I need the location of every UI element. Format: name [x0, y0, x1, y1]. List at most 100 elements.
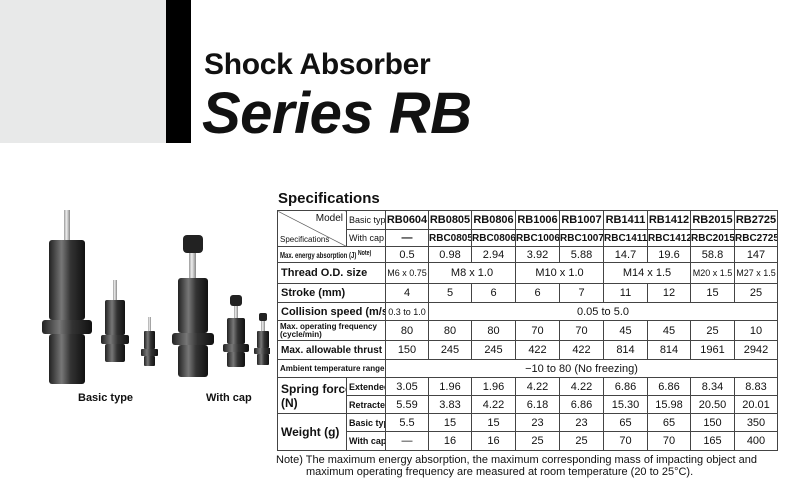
value-cell: 5.88 [559, 246, 604, 263]
table-row-cap-models: With cap — RBC0805 RBC0806 RBC1006 RBC10… [278, 229, 778, 247]
value-cell: M8 x 1.0 [428, 262, 516, 284]
value-cell: 25 [559, 431, 604, 451]
model-cell: RBC1007 [559, 229, 604, 247]
value-cell: 23 [515, 413, 560, 432]
shock-absorber-small-cap [254, 313, 270, 365]
value-cell: 0.3 to 1.0 [385, 302, 429, 321]
specifications-heading: Specifications [278, 190, 380, 207]
page-title: Series RB [202, 81, 472, 146]
model-cell: RB1412 [647, 210, 691, 230]
model-cell: RB2015 [690, 210, 735, 230]
frequency-label-line2: (cycle/min) [280, 329, 322, 339]
footnote: Note) The maximum energy absorption, the… [276, 454, 757, 478]
table-row-frequency: Max. operating frequency (cycle/min) 80 8… [277, 320, 778, 341]
model-cell: RBC1412 [647, 229, 691, 247]
model-cell: RB0805 [428, 210, 472, 230]
value-cell: 15.30 [603, 395, 648, 414]
value-cell: 150 [385, 340, 429, 360]
value-cell: — [385, 431, 429, 451]
value-cell: 23 [559, 413, 604, 432]
value-cell: 70 [515, 320, 560, 341]
value-cell: 245 [428, 340, 472, 360]
value-cell: 70 [647, 431, 691, 451]
value-cell: 4.22 [515, 377, 560, 396]
collision-label: Collision speed (m/s) [277, 302, 386, 321]
frequency-label: Max. operating frequency (cycle/min) [277, 320, 386, 341]
value-cell: 5 [428, 283, 472, 303]
model-cell: RBC2015 [690, 229, 735, 247]
table-row-thrust: Max. allowable thrust (N) 150 245 245 42… [277, 340, 778, 360]
value-cell: 1.96 [471, 377, 516, 396]
value-cell: 6.86 [603, 377, 648, 396]
weight-label: Weight (g) [277, 413, 347, 451]
basic-type-label: Basic type [346, 210, 386, 230]
note-mark: Note) [357, 249, 372, 257]
value-cell: 8.83 [734, 377, 778, 396]
value-cell: 1.96 [428, 377, 472, 396]
value-cell: 16 [471, 431, 516, 451]
spring-label: Spring force (N) [277, 377, 347, 414]
value-cell: 0.5 [385, 246, 429, 263]
model-cell: RBC1006 [515, 229, 560, 247]
value-cell: 814 [647, 340, 691, 360]
energy-label-wrap: Max. energy absorption (J) Note) [280, 250, 371, 260]
model-cell: RB1006 [515, 210, 560, 230]
value-cell: 6 [515, 283, 560, 303]
table-row-spring-retracted: Retracted 5.59 3.83 4.22 6.18 6.86 15.30… [278, 395, 778, 414]
value-cell: 19.6 [647, 246, 691, 263]
shock-absorber-medium-basic [101, 280, 129, 362]
value-cell: 245 [471, 340, 516, 360]
value-cell: 65 [603, 413, 648, 432]
value-cell: 165 [690, 431, 735, 451]
header-grey-block [0, 0, 166, 143]
value-cell: 11 [603, 283, 648, 303]
value-cell: 10 [734, 320, 778, 341]
corner-model-label: Model [315, 213, 343, 224]
value-cell: 16 [428, 431, 472, 451]
table-row-weight-cap: With cap — 16 16 25 25 70 70 165 400 [278, 431, 778, 451]
model-cell: RB2725 [734, 210, 778, 230]
value-cell: 6 [471, 283, 516, 303]
weight-basic-label: Basic type [346, 413, 386, 432]
model-cell: RBC0806 [471, 229, 516, 247]
value-cell: 3.05 [385, 377, 429, 396]
value-cell: 14.7 [603, 246, 648, 263]
value-cell: 65 [647, 413, 691, 432]
with-cap-caption: With cap [206, 392, 252, 404]
model-cell: RBC0805 [428, 229, 472, 247]
footnote-line2: maximum operating frequency are measured… [306, 466, 694, 478]
value-cell: 20.50 [690, 395, 735, 414]
value-cell: 58.8 [690, 246, 735, 263]
corner-specs-label: Specifications [280, 235, 330, 244]
value-cell: 3.92 [515, 246, 560, 263]
value-cell: 15.98 [647, 395, 691, 414]
product-image [42, 210, 270, 384]
value-cell: 5.59 [385, 395, 429, 414]
model-cell: RB1007 [559, 210, 604, 230]
value-cell: 15 [471, 413, 516, 432]
table-row-weight-basic: Weight (g) Basic type 5.5 15 15 23 23 65… [277, 413, 778, 451]
value-cell: 25 [734, 283, 778, 303]
value-cell: 422 [559, 340, 604, 360]
value-cell: 6.86 [647, 377, 691, 396]
value-cell: 350 [734, 413, 778, 432]
model-cell: — [385, 229, 429, 247]
value-cell: M6 x 0.75 [385, 262, 429, 284]
value-cell: 25 [690, 320, 735, 341]
ambient-label: Ambient temperature range (°C) [277, 359, 386, 378]
retracted-label: Retracted [346, 395, 386, 414]
value-cell: 150 [690, 413, 735, 432]
shock-absorber-small-basic [141, 317, 158, 366]
value-cell: 8.34 [690, 377, 735, 396]
value-cell: 25 [515, 431, 560, 451]
value-cell: 70 [559, 320, 604, 341]
header-black-bar [166, 0, 191, 143]
spring-label-line1: Spring force [281, 381, 347, 396]
value-cell: 1961 [690, 340, 735, 360]
shock-absorber-medium-cap [223, 295, 249, 367]
value-cell: 45 [647, 320, 691, 341]
value-cell: 6.18 [515, 395, 560, 414]
value-cell: 3.83 [428, 395, 472, 414]
value-cell: 422 [515, 340, 560, 360]
value-cell: 147 [734, 246, 778, 263]
